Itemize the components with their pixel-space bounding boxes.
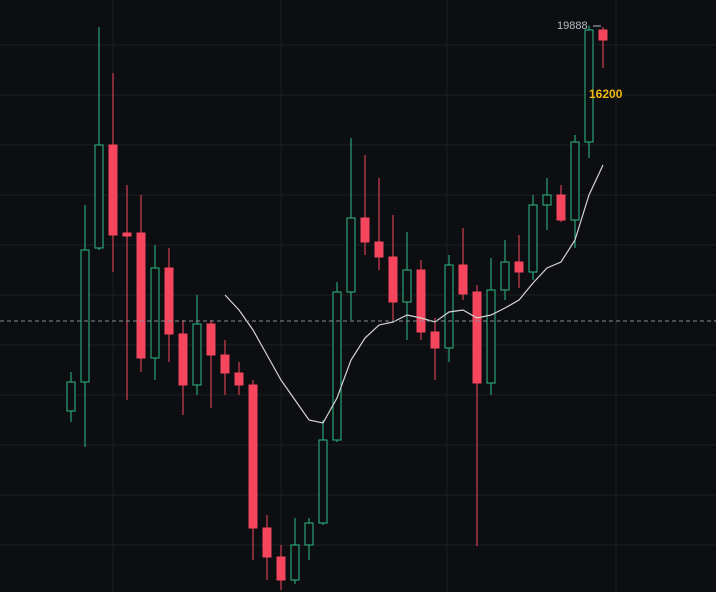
max-label: 19888 [557, 20, 588, 32]
candle-body [178, 333, 188, 386]
candle-body [416, 269, 426, 333]
candle-body [220, 354, 230, 374]
candle-body [458, 264, 468, 295]
candle-body [262, 527, 272, 558]
candle-body [290, 544, 300, 581]
candle-body [584, 29, 594, 143]
candle-body [192, 323, 202, 386]
candle-body [374, 241, 384, 258]
candle-body [122, 232, 132, 237]
candle-body [164, 267, 174, 335]
price-label: 16200 [589, 87, 623, 101]
candle-body [444, 264, 454, 349]
candle-body [332, 291, 342, 441]
candle-body [430, 331, 440, 349]
candle-body [486, 289, 496, 384]
candle-body [66, 381, 76, 412]
candle-body [150, 267, 160, 359]
candle-body [570, 141, 580, 221]
candle-body [304, 522, 314, 546]
candle-body [500, 261, 510, 291]
candle-body [206, 323, 216, 356]
candle-body [556, 194, 566, 221]
moving-average-line [224, 164, 604, 424]
candle-body [318, 439, 328, 524]
candle-body [248, 384, 258, 529]
candle-body [94, 144, 104, 249]
candle-body [234, 372, 244, 386]
candle-body [276, 556, 286, 581]
candle-body [136, 232, 146, 359]
candle-body [514, 261, 524, 273]
candle-body [80, 249, 90, 383]
candle-body [360, 217, 370, 243]
candle-body [346, 217, 356, 293]
candle-body [598, 29, 608, 41]
candle-body [388, 256, 398, 303]
candle-body [542, 194, 552, 206]
candle-body [108, 144, 118, 236]
candle-body [402, 269, 412, 303]
candle-body [472, 291, 482, 384]
candle-body [528, 204, 538, 273]
